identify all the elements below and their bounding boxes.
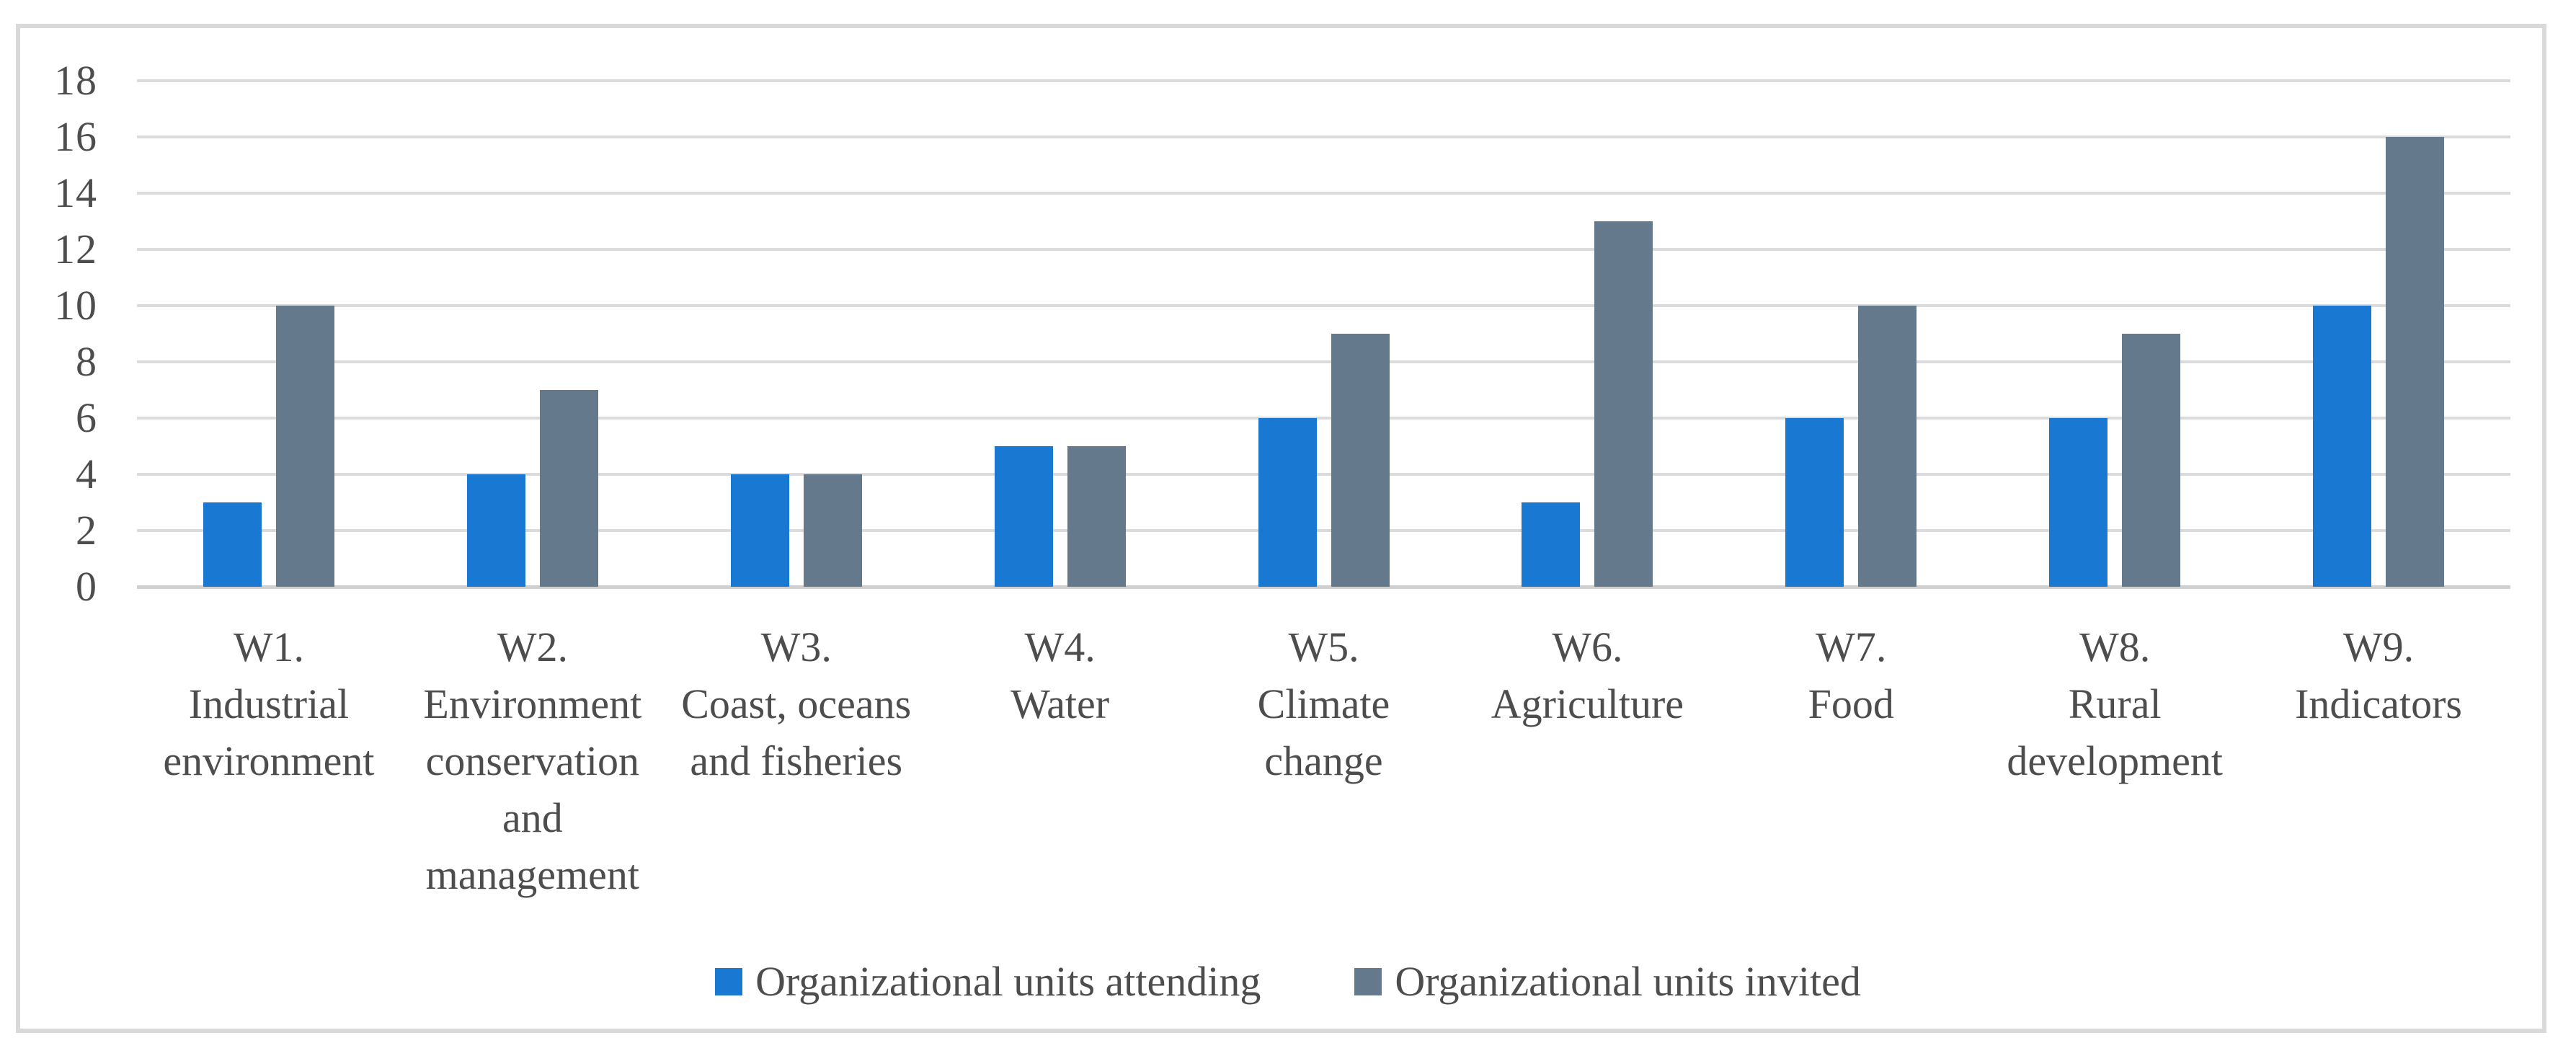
bar-invited-w8 (2122, 334, 2181, 587)
y-tick-label: 2 (76, 507, 97, 554)
x-tick-label-line: Agriculture (1491, 680, 1684, 727)
bar-invited-w1 (275, 306, 334, 587)
bar-attending-w2 (466, 474, 525, 587)
gridline (137, 473, 2510, 476)
x-tick-label-w1: W1. Industrial environment (125, 618, 413, 789)
bar-attending-w9 (2313, 306, 2372, 587)
x-tick-label-w2: W2. Environment conservation and management (388, 618, 677, 903)
x-tick-label-line: W5. (1288, 624, 1359, 670)
y-tick-label: 6 (76, 394, 97, 441)
x-tick-label-w7: W7. Food (1707, 618, 1995, 732)
x-tick-label-line: Indicators (2295, 680, 2462, 727)
x-tick-label-line: W8. (2079, 624, 2151, 670)
bar-invited-w6 (1594, 221, 1653, 587)
x-tick-label-line: Climate (1257, 680, 1390, 727)
x-tick-label-line: W7. (1816, 624, 1887, 670)
bar-attending-w4 (994, 446, 1053, 587)
x-tick-label-line: Rural (2068, 680, 2162, 727)
legend-entry-attending: Organizational units attending (715, 953, 1261, 1010)
x-tick-label-w6: W6. Agriculture (1443, 618, 1731, 732)
x-tick-label-line: environment (163, 737, 375, 784)
x-tick-label-w3: W3. Coast, oceans and fisheries (652, 618, 941, 789)
legend-swatch-attending-icon (715, 967, 743, 995)
x-tick-label-line: and (502, 794, 563, 841)
x-tick-label-line: Food (1808, 680, 1894, 727)
x-tick-label-line: Industrial (188, 680, 350, 727)
x-tick-label-line: Water (1011, 680, 1110, 727)
legend-entry-invited: Organizational units invited (1354, 953, 1861, 1010)
gridline (137, 360, 2510, 363)
gridline (137, 136, 2510, 138)
y-tick-label: 10 (54, 282, 97, 329)
bar-invited-w2 (539, 390, 598, 587)
x-tick-label-line: conservation (425, 737, 639, 784)
x-tick-label-line: management (425, 851, 639, 898)
bar-attending-w5 (1258, 418, 1317, 587)
x-tick-label-line: W1. (233, 624, 305, 670)
bar-attending-w3 (730, 474, 789, 587)
bar-attending-w6 (1522, 502, 1581, 587)
bar-invited-w3 (803, 474, 862, 587)
x-tick-label-w8: W8. Rural development (1971, 618, 2259, 789)
gridline (137, 79, 2510, 82)
bar-invited-w5 (1331, 334, 1390, 587)
legend-label-attending: Organizational units attending (755, 958, 1261, 1005)
gridline (137, 417, 2510, 420)
x-tick-label-w4: W4. Water (916, 618, 1204, 732)
gridline (137, 529, 2510, 532)
legend: Organizational units attending Organizat… (0, 953, 2576, 1010)
y-tick-label: 18 (54, 57, 97, 104)
y-tick-label: 4 (76, 451, 97, 497)
x-tick-label-line: change (1264, 737, 1383, 784)
y-tick-label: 8 (76, 338, 97, 385)
x-tick-label-line: Coast, oceans (681, 680, 912, 727)
x-tick-label-line: Environment (423, 680, 642, 727)
y-tick-label: 14 (54, 169, 97, 216)
bar-invited-w9 (2386, 137, 2445, 587)
gridline (137, 248, 2510, 251)
x-tick-label-line: W9. (2342, 624, 2415, 670)
x-tick-label-line: W4. (1024, 624, 1096, 670)
bar-attending-w7 (1785, 418, 1844, 587)
x-tick-label-line: and fisheries (690, 737, 903, 784)
x-axis-line (137, 585, 2510, 589)
bar-attending-w8 (2049, 418, 2108, 587)
bar-invited-w7 (1858, 306, 1917, 587)
legend-label-invited: Organizational units invited (1395, 958, 1861, 1005)
x-tick-label-line: W2. (497, 624, 568, 670)
y-tick-label: 12 (54, 226, 97, 272)
legend-swatch-invited-icon (1354, 967, 1382, 995)
y-tick-label: 0 (76, 563, 97, 610)
gridline (137, 192, 2510, 195)
bar-invited-w4 (1067, 446, 1126, 587)
y-tick-label: 16 (54, 113, 97, 160)
x-tick-label-w5: W5. Climate change (1180, 618, 1468, 789)
x-tick-label-line: development (2007, 737, 2223, 784)
x-tick-label-line: W3. (760, 624, 832, 670)
gridline (137, 304, 2510, 307)
x-tick-label-line: W6. (1552, 624, 1623, 670)
bar-attending-w1 (203, 502, 262, 587)
x-tick-label-w9: W9. Indicators (2234, 618, 2523, 732)
